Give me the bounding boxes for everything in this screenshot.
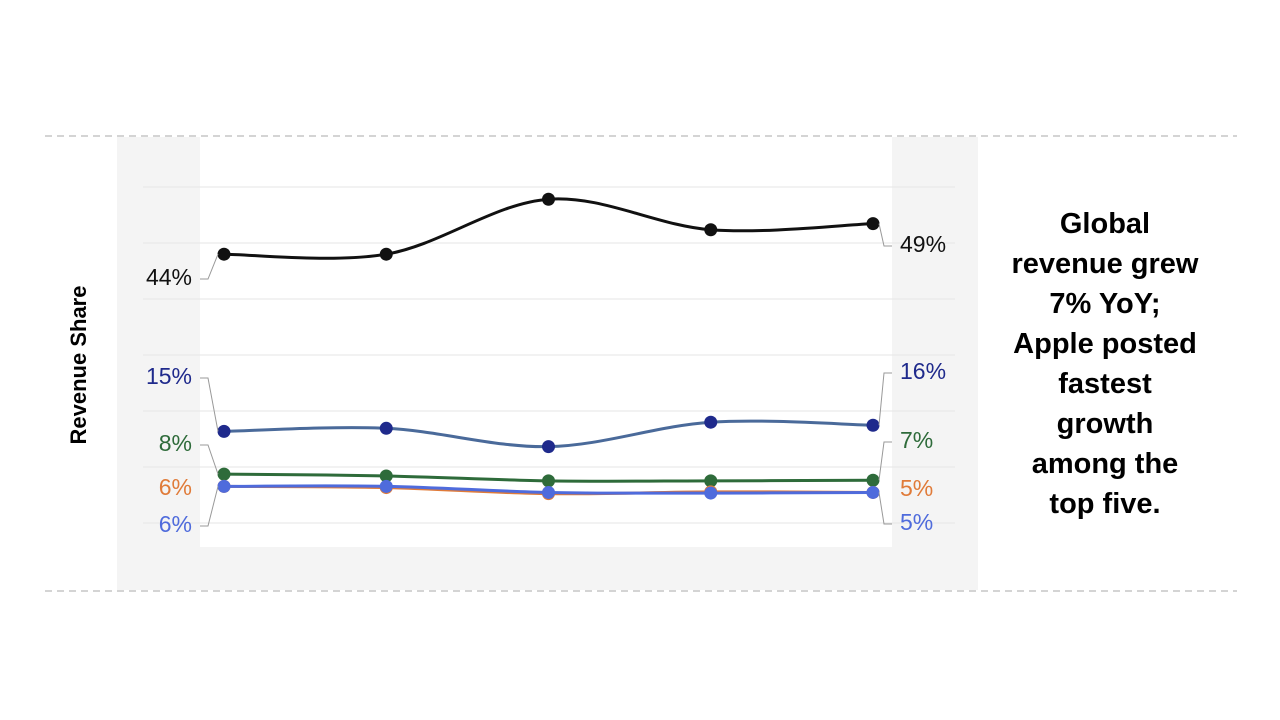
point <box>542 474 555 488</box>
data-label: 5% <box>900 475 933 501</box>
annotation-line: Global <box>1059 208 1151 240</box>
y-axis-label: Revenue Share <box>66 286 91 445</box>
annotation-line: 7% YoY; <box>1049 288 1161 320</box>
leader-line <box>878 372 892 426</box>
leader-line <box>200 486 219 527</box>
annotation: Global revenue grew 7% YoY; Apple posted fas… <box>980 204 1230 524</box>
point <box>217 247 231 261</box>
point <box>542 485 555 499</box>
annotation-line: Apple posted <box>1013 328 1197 360</box>
point <box>217 467 231 481</box>
leader-line <box>878 441 892 481</box>
point <box>542 192 555 206</box>
point <box>704 223 718 237</box>
data-label: 5% <box>900 509 933 535</box>
annotation-line: top five. <box>1049 488 1161 520</box>
data-label: 44% <box>146 264 192 290</box>
data-label: 16% <box>900 358 946 384</box>
point <box>704 486 718 500</box>
data-label: 6% <box>159 474 192 500</box>
data-label: 8% <box>159 430 192 456</box>
leader-line <box>200 444 219 475</box>
point <box>379 469 393 483</box>
annotation-line: revenue grew <box>1011 248 1199 280</box>
leader-line <box>878 492 892 525</box>
leader-line <box>200 254 219 280</box>
annotation-line: growth <box>1056 408 1154 440</box>
grid <box>143 186 955 524</box>
point <box>217 424 231 438</box>
leader-line <box>200 377 219 432</box>
point <box>866 418 880 432</box>
point <box>379 479 393 493</box>
data-label: 15% <box>146 363 192 389</box>
point <box>379 421 393 435</box>
data-label: 7% <box>900 427 933 453</box>
point <box>704 415 718 429</box>
point <box>866 473 880 487</box>
point <box>866 217 880 231</box>
annotation-line: among the <box>1031 448 1179 480</box>
leader-line <box>878 223 892 247</box>
annotation-line: fastest <box>1058 368 1152 400</box>
point <box>542 440 555 454</box>
point <box>866 485 880 499</box>
data-label: 6% <box>159 511 192 537</box>
data-label: 49% <box>900 231 946 257</box>
point <box>704 474 718 488</box>
point <box>217 479 231 493</box>
point <box>379 247 393 261</box>
